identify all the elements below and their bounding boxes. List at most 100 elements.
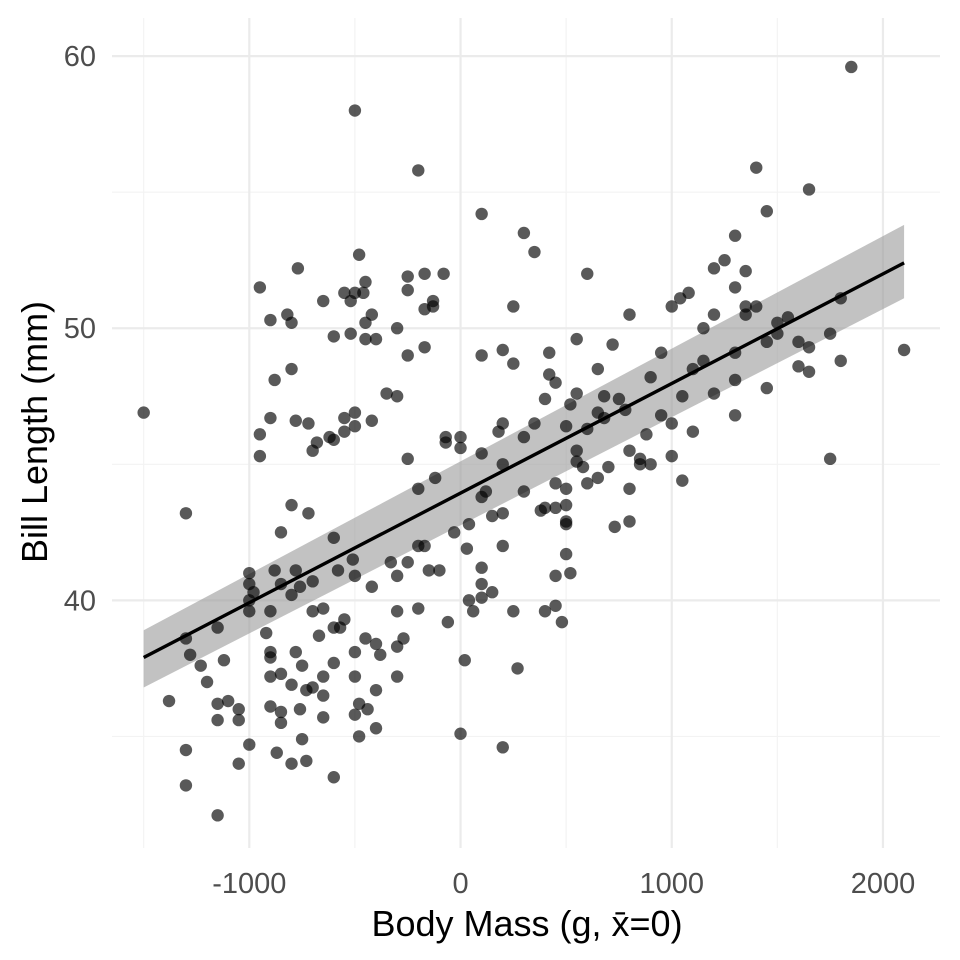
data-point	[718, 253, 731, 267]
data-point	[517, 226, 531, 240]
data-point	[528, 245, 541, 259]
data-point	[331, 564, 345, 577]
data-point	[559, 482, 573, 495]
data-point	[137, 406, 150, 419]
data-point	[243, 566, 256, 580]
data-point	[760, 205, 773, 218]
data-point	[507, 605, 520, 618]
y-axis-title: Bill Length (mm)	[14, 301, 55, 563]
data-point	[570, 332, 583, 346]
data-point	[365, 414, 379, 427]
data-point	[623, 308, 636, 321]
data-point	[654, 409, 668, 422]
x-tick-label: -1000	[212, 868, 286, 900]
data-point	[686, 425, 700, 438]
data-point	[264, 313, 277, 327]
data-point	[418, 341, 431, 354]
data-point	[348, 670, 362, 683]
data-point	[211, 809, 224, 822]
x-axis-tick-labels: -1000 0 1000 2000	[212, 868, 915, 900]
data-point	[496, 417, 509, 430]
data-point	[559, 419, 573, 433]
data-point	[454, 727, 467, 740]
data-point	[401, 556, 414, 569]
data-point	[538, 605, 552, 618]
data-point	[581, 267, 594, 281]
regression-line	[142, 261, 905, 660]
data-point	[422, 564, 436, 577]
data-point	[591, 362, 605, 376]
data-point	[454, 430, 467, 444]
data-point	[338, 613, 351, 626]
data-point	[564, 398, 577, 411]
data-point	[302, 417, 315, 430]
data-point	[654, 346, 668, 359]
data-point	[543, 346, 556, 359]
data-point	[559, 547, 573, 561]
data-point	[475, 207, 488, 221]
data-point	[454, 441, 467, 455]
data-point	[359, 332, 372, 346]
data-point	[359, 632, 372, 645]
data-point	[897, 343, 911, 357]
data-point	[576, 460, 590, 474]
data-point	[608, 520, 621, 534]
data-point	[348, 569, 362, 583]
data-point	[676, 390, 689, 403]
data-point	[665, 300, 678, 313]
data-point	[428, 471, 442, 485]
data-point	[211, 621, 224, 634]
data-point	[274, 716, 288, 730]
data-point	[259, 626, 273, 640]
data-point	[802, 341, 816, 354]
data-point	[559, 517, 573, 531]
data-point	[285, 362, 298, 376]
data-point	[380, 387, 393, 400]
data-point	[739, 264, 752, 278]
data-point	[369, 683, 383, 697]
data-point	[460, 542, 474, 555]
data-point	[401, 452, 414, 466]
data-point	[682, 286, 695, 300]
data-point	[412, 602, 425, 615]
data-point	[327, 330, 340, 343]
data-point	[390, 670, 404, 683]
data-point	[348, 419, 362, 433]
data-point	[300, 754, 313, 768]
data-point	[264, 700, 277, 713]
data-point	[479, 485, 493, 498]
data-point	[612, 392, 626, 406]
data-point	[792, 360, 805, 373]
data-point	[644, 371, 657, 384]
data-point	[602, 460, 615, 474]
data-point	[243, 605, 256, 618]
data-point	[306, 681, 319, 694]
data-point	[217, 654, 231, 667]
data-point	[517, 430, 531, 444]
data-point	[412, 164, 425, 177]
data-point	[289, 564, 302, 577]
data-point	[496, 343, 509, 357]
data-point	[253, 449, 267, 463]
data-point	[426, 300, 440, 313]
data-point	[412, 482, 425, 495]
data-point	[707, 262, 721, 275]
data-point	[338, 411, 351, 425]
data-point	[623, 482, 636, 495]
data-point	[243, 738, 256, 751]
data-point	[441, 615, 455, 629]
data-point	[194, 659, 207, 672]
data-point	[359, 275, 372, 289]
data-point	[264, 651, 277, 664]
data-point	[264, 670, 277, 683]
data-point	[211, 697, 224, 710]
data-point	[390, 605, 404, 618]
data-point	[644, 458, 657, 471]
data-point	[676, 474, 689, 487]
data-point	[401, 283, 414, 297]
data-point	[750, 161, 763, 174]
data-point	[475, 447, 488, 460]
x-tick-label: 1000	[639, 868, 704, 900]
data-point	[295, 659, 309, 672]
data-point	[183, 648, 197, 661]
